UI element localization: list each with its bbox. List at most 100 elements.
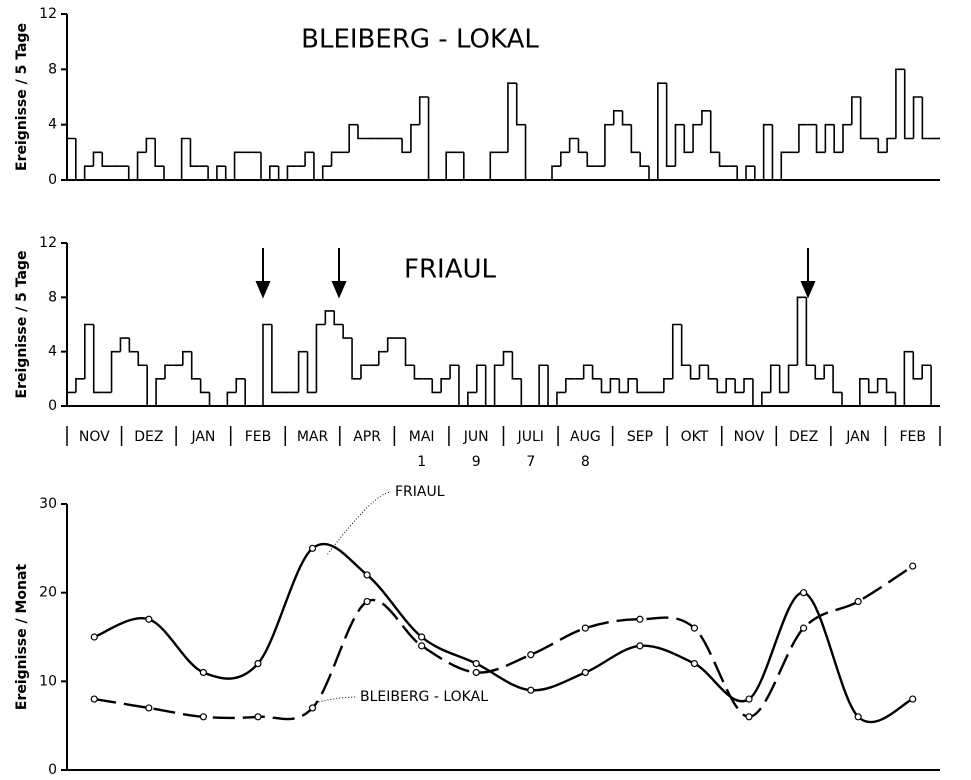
step-bar	[226, 391, 237, 406]
month-label: MAI	[409, 429, 435, 445]
data-point	[527, 686, 535, 694]
step-bar	[515, 83, 526, 126]
step-bar	[877, 138, 888, 154]
y-tick-label: 30	[39, 496, 57, 512]
step-bar	[709, 110, 720, 154]
step-bar	[885, 378, 896, 394]
month-label: DEZ	[134, 429, 163, 445]
step-bar	[796, 296, 807, 366]
step-bar	[859, 97, 870, 140]
data-point	[90, 633, 98, 641]
step-bar	[912, 96, 923, 139]
y-tick-label: 20	[39, 585, 57, 601]
step-bar	[163, 166, 173, 181]
step-bar	[663, 378, 673, 393]
data-point	[363, 571, 371, 579]
step-bar	[832, 365, 843, 394]
data-point	[909, 562, 917, 570]
step-bar	[912, 351, 923, 380]
step-bar	[330, 151, 341, 167]
step-bar	[313, 152, 323, 181]
month-label: JUN	[463, 429, 489, 445]
step-bar	[413, 365, 424, 380]
step-bar	[547, 365, 557, 407]
step-bar	[612, 110, 623, 125]
step-bar	[734, 378, 745, 394]
step-bar	[321, 165, 332, 180]
step-bar	[718, 152, 729, 167]
step-bar	[689, 365, 700, 380]
step-bar	[630, 124, 641, 154]
month-label: JAN	[845, 429, 870, 445]
step-bar	[762, 123, 773, 180]
step-bar	[333, 310, 344, 326]
data-point	[308, 704, 317, 712]
step-bar	[604, 123, 614, 167]
step-bar	[780, 151, 791, 180]
month-label: NOV	[734, 429, 765, 445]
step-bar	[128, 338, 139, 353]
data-point	[363, 597, 371, 606]
step-bar	[903, 69, 914, 140]
step-bar	[475, 364, 486, 393]
step-bar	[224, 166, 235, 181]
step-bar	[260, 152, 270, 181]
step-bar	[154, 138, 164, 167]
y-tick-label: 4	[48, 117, 57, 133]
month-sublabel: 1	[417, 454, 426, 470]
step-bar	[600, 378, 611, 394]
series-label: BLEIBERG - LOKAL	[360, 689, 488, 705]
step-bar	[467, 391, 477, 406]
step-bar	[743, 378, 753, 393]
step-bar	[110, 350, 121, 393]
step-bar	[207, 166, 217, 181]
step-bar	[716, 378, 727, 394]
month-label: JAN	[190, 429, 215, 445]
step-bar	[357, 124, 367, 140]
data-point	[199, 668, 208, 677]
step-bar	[674, 123, 685, 167]
step-bar	[707, 365, 718, 380]
step-bar	[636, 378, 647, 394]
data-point	[690, 659, 699, 668]
month-sublabel: 8	[581, 454, 590, 470]
data-point	[418, 633, 426, 641]
data-point	[145, 704, 153, 712]
step-bar	[618, 378, 629, 394]
step-bar	[189, 138, 200, 167]
step-bar	[680, 324, 691, 367]
step-bar	[66, 137, 76, 180]
step-bar	[511, 351, 522, 380]
step-bar	[745, 165, 755, 180]
data-point	[854, 597, 862, 606]
y-tick-label: 10	[39, 673, 57, 689]
step-bar	[639, 152, 649, 167]
step-bar	[698, 364, 709, 379]
step-bar	[127, 166, 138, 181]
step-bar	[83, 165, 94, 180]
step-bar	[271, 324, 281, 394]
step-bar	[404, 338, 415, 367]
step-bar	[489, 151, 500, 180]
month-sublabel: 9	[472, 454, 481, 470]
step-bar	[921, 97, 932, 140]
step-bar	[418, 96, 429, 125]
step-bar	[306, 351, 317, 394]
month-label: OKT	[681, 429, 709, 445]
data-point	[854, 713, 862, 721]
step-bar	[136, 151, 147, 180]
step-bar	[458, 365, 468, 407]
step-bar	[551, 165, 561, 180]
step-bar	[199, 378, 210, 394]
step-bar	[101, 152, 112, 167]
data-point	[418, 642, 426, 650]
step-bar	[771, 124, 782, 181]
data-point	[472, 668, 480, 677]
step-bar	[903, 350, 914, 406]
step-bar	[671, 323, 682, 379]
step-bar	[440, 378, 451, 393]
data-point	[308, 544, 317, 552]
step-bar	[386, 337, 397, 352]
step-bar	[342, 324, 353, 339]
data-point	[799, 624, 808, 632]
